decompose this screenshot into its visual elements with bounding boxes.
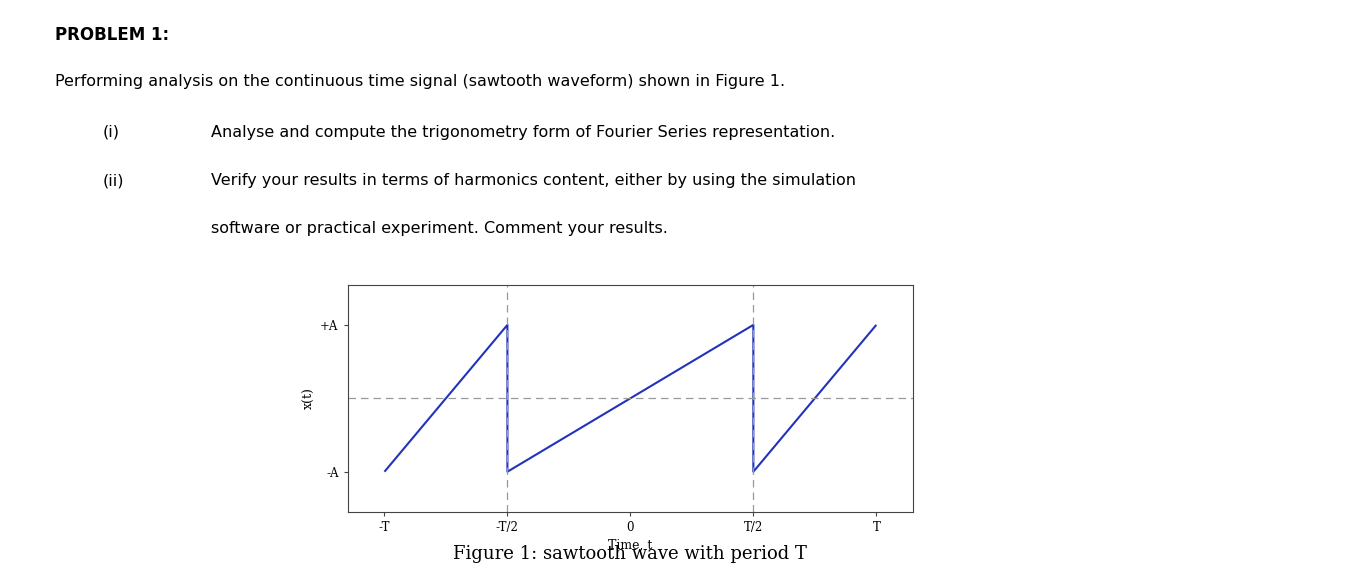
Text: Figure 1: sawtooth wave with period T: Figure 1: sawtooth wave with period T (454, 545, 807, 563)
Text: Performing analysis on the continuous time signal (sawtooth waveform) shown in F: Performing analysis on the continuous ti… (55, 74, 785, 89)
Y-axis label: x(t): x(t) (303, 387, 316, 409)
Text: (ii): (ii) (102, 173, 124, 188)
Text: Analyse and compute the trigonometry form of Fourier Series representation.: Analyse and compute the trigonometry for… (211, 125, 836, 140)
Text: (i): (i) (102, 125, 119, 140)
Text: PROBLEM 1:: PROBLEM 1: (55, 26, 169, 44)
Text: software or practical experiment. Comment your results.: software or practical experiment. Commen… (211, 221, 668, 237)
Text: Verify your results in terms of harmonics content, either by using the simulatio: Verify your results in terms of harmonic… (211, 173, 856, 188)
X-axis label: Time, t: Time, t (608, 538, 653, 551)
